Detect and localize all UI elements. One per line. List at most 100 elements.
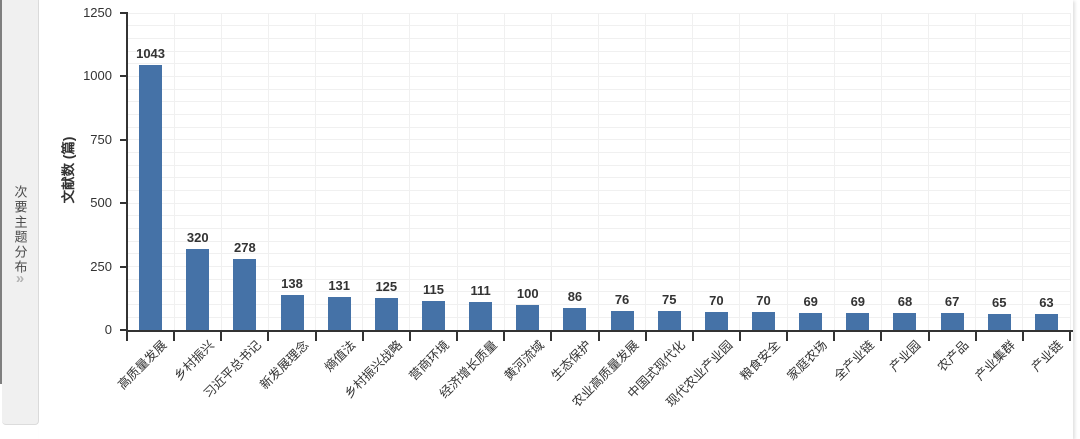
x-axis-category-label: 全产业链 [831, 338, 877, 384]
secondary-topic-panel-tab[interactable]: 次要主题分布 » [2, 0, 39, 425]
y-axis-tick-label: 500 [90, 195, 112, 211]
v-gridline [692, 13, 694, 330]
x-axis-tick [314, 331, 317, 341]
bar[interactable] [563, 308, 587, 330]
bar-value-label: 100 [516, 285, 539, 301]
y-axis-tick-label: 1000 [83, 68, 112, 84]
v-gridline [833, 13, 835, 330]
bar[interactable] [421, 300, 445, 330]
bar-value-label: 69 [850, 293, 866, 309]
bar[interactable] [280, 295, 304, 330]
x-axis-tick [597, 331, 600, 341]
bar-value-label: 111 [470, 282, 491, 298]
v-gridline [315, 13, 317, 330]
x-axis-tick [1069, 331, 1071, 341]
x-axis-category-label: 乡村振兴 [171, 338, 217, 384]
bar[interactable] [987, 313, 1011, 330]
x-axis-tick [220, 331, 223, 341]
v-gridline [786, 13, 788, 330]
bar[interactable] [799, 312, 823, 330]
v-gridline [220, 13, 222, 330]
x-axis-category-label: 黄河流域 [501, 338, 547, 384]
bar[interactable] [657, 310, 681, 330]
y-axis-tick [120, 12, 127, 14]
bar[interactable] [940, 313, 964, 330]
panel-tab-label: 次要主题分布 [12, 185, 28, 275]
v-gridline [928, 13, 930, 330]
x-axis-category-label: 高质量发展 [115, 338, 170, 393]
y-axis-line [126, 12, 128, 332]
bar[interactable] [1034, 314, 1058, 330]
x-axis-tick [738, 331, 741, 341]
x-axis-tick [267, 331, 270, 341]
x-axis-tick [173, 331, 176, 341]
y-axis-tick [120, 329, 127, 331]
v-gridline [362, 13, 364, 330]
x-axis-category-label: 家庭农场 [784, 338, 830, 384]
bar[interactable] [327, 296, 351, 330]
x-axis-tick [644, 331, 647, 341]
bar-value-label: 63 [1039, 295, 1054, 311]
x-axis-category-label: 熵值法 [321, 338, 359, 375]
x-axis-category-label: 粮食安全 [737, 338, 783, 384]
bar[interactable] [846, 312, 870, 330]
v-gridline [1022, 13, 1024, 330]
bar[interactable] [752, 312, 776, 330]
v-gridline [267, 13, 269, 330]
bar-value-label: 67 [944, 294, 960, 309]
bar-value-label: 1043 [136, 46, 166, 62]
bar[interactable] [233, 259, 257, 330]
bar-value-label: 131 [328, 277, 351, 293]
x-axis-tick [786, 331, 789, 341]
bar-value-label: 138 [281, 276, 303, 291]
v-gridline [173, 13, 175, 330]
bar[interactable] [469, 301, 493, 330]
bar-value-label: 70 [709, 293, 724, 309]
bar-value-label: 68 [897, 293, 913, 309]
window-left-edge [0, 0, 2, 384]
bar-value-label: 75 [661, 291, 677, 307]
x-axis-tick [503, 331, 506, 341]
x-axis-category-label: 产业集群 [972, 338, 1019, 384]
bar[interactable] [374, 298, 398, 330]
x-axis-tick [974, 331, 977, 341]
bar-value-label: 125 [375, 279, 398, 295]
x-axis-tick [1021, 331, 1024, 341]
y-axis-tick-label: 750 [90, 131, 112, 147]
v-gridline [409, 13, 411, 330]
y-axis-tick-label: 0 [104, 322, 112, 337]
x-axis-tick [456, 331, 459, 341]
y-axis-tick [120, 138, 127, 141]
bar[interactable] [704, 312, 728, 330]
x-axis-category-label: 生态保护 [548, 338, 594, 384]
v-gridline [645, 13, 647, 330]
v-gridline [739, 13, 741, 330]
v-gridline [598, 13, 599, 330]
v-gridline [975, 13, 977, 330]
bar-value-label: 86 [567, 289, 583, 305]
y-axis-tick [120, 202, 127, 205]
bar-value-label: 320 [186, 229, 209, 245]
x-axis-line [126, 330, 1073, 332]
y-axis-tick [120, 75, 127, 78]
bar[interactable] [186, 248, 210, 330]
x-axis-tick [408, 331, 411, 341]
v-gridline [503, 13, 505, 330]
chart-panel [39, 0, 1073, 439]
x-axis-tick [550, 331, 553, 341]
x-axis-category-label: 产业链 [1028, 338, 1066, 375]
expand-chevron-icon[interactable]: » [15, 270, 25, 287]
bar[interactable] [516, 304, 540, 330]
bar[interactable] [139, 65, 163, 330]
bar[interactable] [610, 310, 634, 330]
x-axis-tick [361, 331, 364, 341]
x-axis-category-label: 营商环境 [407, 338, 453, 384]
x-axis-tick [880, 331, 883, 341]
x-axis-tick [833, 331, 836, 341]
bar-value-label: 69 [803, 293, 818, 309]
v-gridline [550, 13, 552, 330]
v-gridline [456, 13, 458, 330]
bar[interactable] [893, 312, 917, 330]
v-gridline [880, 13, 882, 330]
